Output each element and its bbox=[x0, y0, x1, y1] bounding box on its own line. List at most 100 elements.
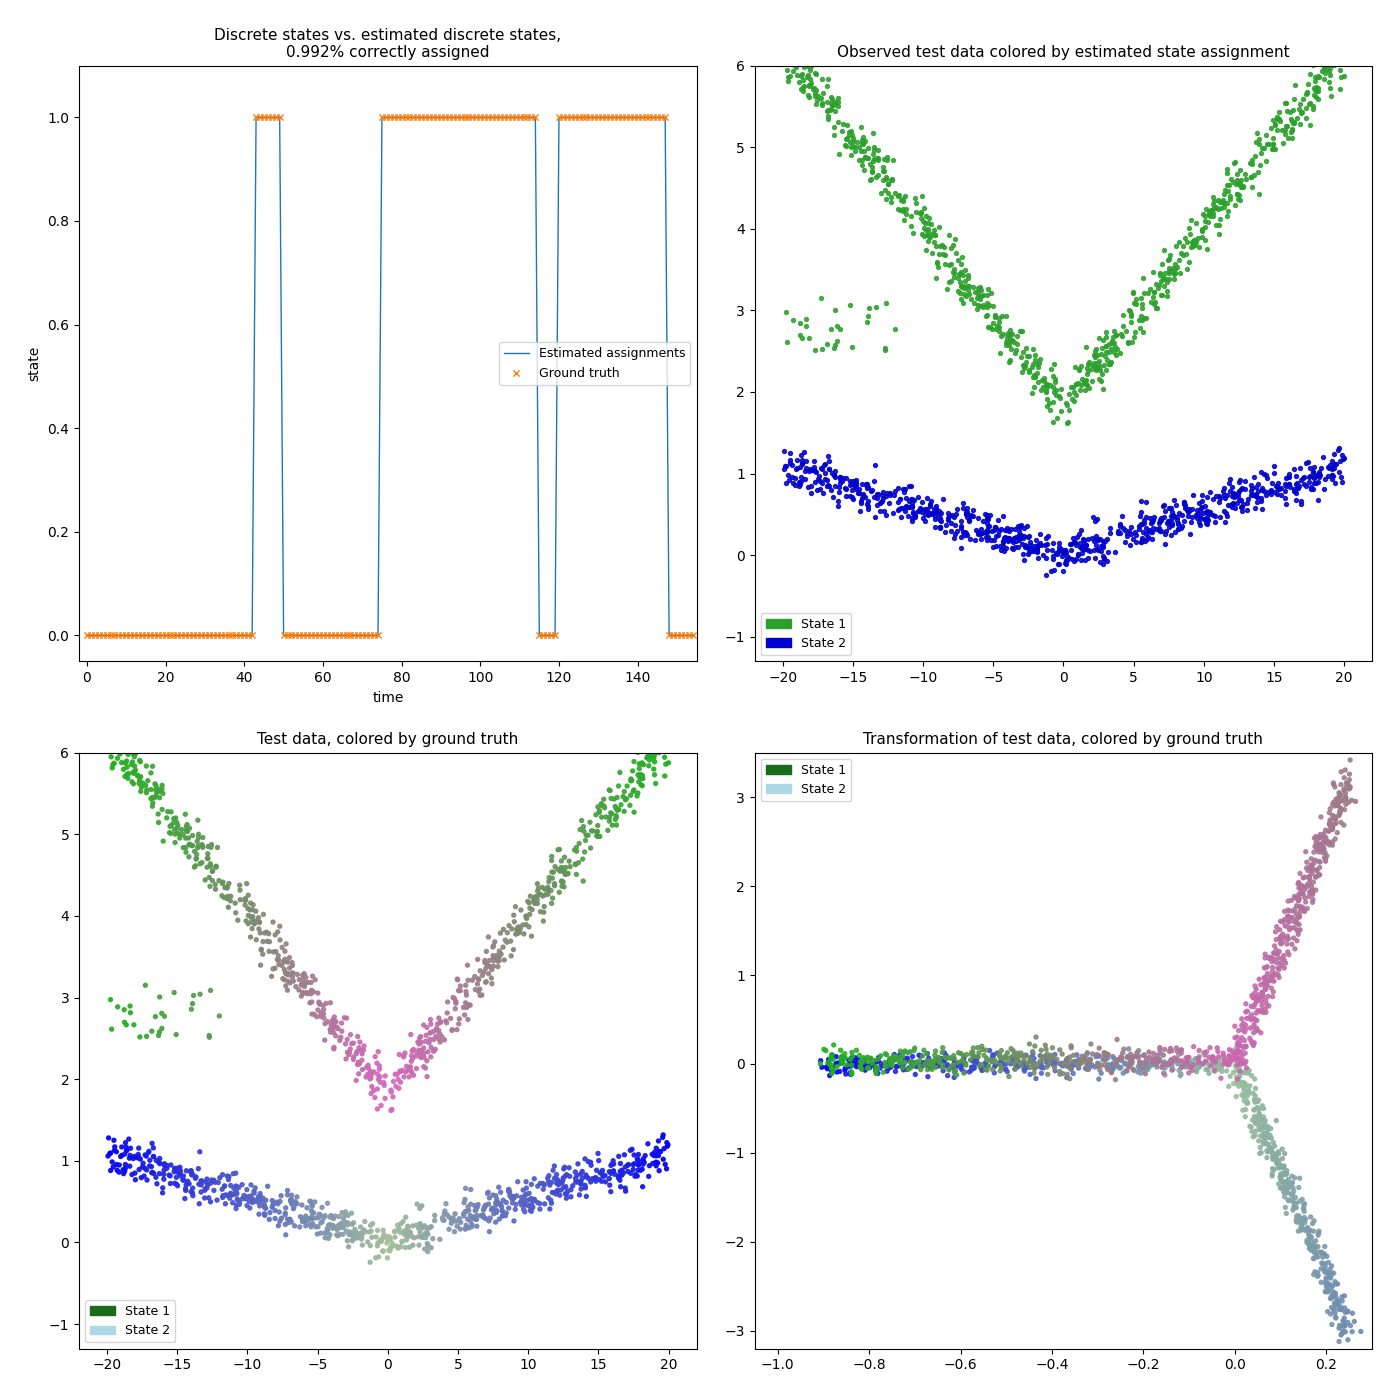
Point bbox=[1287, 472, 1309, 494]
Point bbox=[1284, 1166, 1306, 1189]
Point bbox=[1281, 99, 1303, 122]
Point bbox=[654, 746, 676, 769]
Point bbox=[914, 211, 937, 234]
Point bbox=[1287, 872, 1309, 895]
Point bbox=[217, 1184, 239, 1207]
Point bbox=[1242, 1126, 1264, 1148]
Point bbox=[1203, 1049, 1225, 1071]
Point bbox=[340, 1203, 363, 1225]
Point bbox=[627, 741, 650, 763]
Point bbox=[805, 92, 827, 115]
Point bbox=[1245, 132, 1267, 154]
Point bbox=[1264, 482, 1287, 504]
Point bbox=[235, 1194, 258, 1217]
Point bbox=[508, 916, 531, 938]
Point bbox=[1068, 1049, 1091, 1071]
Point bbox=[832, 468, 854, 490]
Point bbox=[1232, 1051, 1254, 1074]
Point bbox=[974, 1058, 997, 1081]
Point bbox=[1253, 973, 1275, 995]
Point bbox=[1301, 875, 1323, 897]
Point bbox=[153, 1154, 175, 1176]
Point bbox=[514, 1201, 536, 1224]
Point bbox=[1212, 500, 1235, 522]
Point bbox=[1254, 150, 1277, 172]
Point bbox=[1019, 539, 1042, 561]
Point bbox=[622, 760, 644, 783]
Point bbox=[1252, 986, 1274, 1008]
Point bbox=[459, 1193, 482, 1215]
Point bbox=[1025, 529, 1047, 552]
Point bbox=[1110, 1047, 1133, 1070]
Point bbox=[598, 1168, 620, 1190]
Point bbox=[777, 469, 799, 491]
Point bbox=[1106, 339, 1128, 361]
Point bbox=[1261, 956, 1284, 979]
Point bbox=[1267, 477, 1289, 500]
Point bbox=[1074, 378, 1096, 400]
Point bbox=[995, 1046, 1018, 1068]
Point bbox=[1231, 489, 1253, 511]
Point bbox=[111, 752, 133, 774]
Point bbox=[235, 889, 258, 911]
Point bbox=[1161, 1054, 1183, 1077]
Point bbox=[987, 524, 1009, 546]
Point bbox=[1266, 916, 1288, 938]
Point bbox=[1039, 1051, 1061, 1074]
Point bbox=[552, 1169, 574, 1191]
Point bbox=[855, 147, 878, 169]
Point bbox=[344, 1070, 367, 1092]
Point bbox=[1173, 227, 1196, 249]
Point bbox=[792, 80, 815, 102]
Point bbox=[178, 818, 200, 840]
Ground truth bbox=[386, 106, 409, 129]
Point bbox=[400, 1050, 423, 1072]
Point bbox=[923, 223, 945, 245]
Point bbox=[1105, 1054, 1127, 1077]
Point bbox=[1246, 490, 1268, 512]
Point bbox=[1135, 491, 1158, 514]
Point bbox=[1243, 1124, 1266, 1147]
Point bbox=[893, 479, 916, 501]
Point bbox=[819, 99, 841, 122]
Point bbox=[932, 1050, 955, 1072]
Point bbox=[479, 1221, 501, 1243]
Point bbox=[826, 87, 848, 109]
Point bbox=[1106, 1049, 1128, 1071]
Point bbox=[1023, 364, 1046, 386]
Point bbox=[154, 1155, 176, 1177]
Point bbox=[168, 827, 190, 850]
Point bbox=[1320, 1296, 1343, 1319]
Point bbox=[1217, 158, 1239, 181]
Point bbox=[518, 903, 540, 925]
Point bbox=[165, 1166, 188, 1189]
Point bbox=[834, 477, 857, 500]
Point bbox=[1254, 977, 1277, 1000]
Point bbox=[1001, 329, 1023, 351]
Point bbox=[1004, 526, 1026, 549]
Point bbox=[1232, 493, 1254, 515]
Point bbox=[822, 1033, 844, 1056]
Point bbox=[900, 496, 923, 518]
Point bbox=[813, 1039, 836, 1061]
Point bbox=[1189, 1039, 1211, 1061]
Point bbox=[855, 311, 878, 333]
Point bbox=[1074, 1047, 1096, 1070]
Point bbox=[983, 519, 1005, 542]
Point bbox=[1319, 1287, 1341, 1309]
Point bbox=[1106, 1049, 1128, 1071]
Point bbox=[809, 287, 832, 309]
Point bbox=[482, 1197, 504, 1219]
Point bbox=[127, 1137, 150, 1159]
Point bbox=[1313, 67, 1336, 90]
Point bbox=[448, 980, 470, 1002]
Point bbox=[969, 524, 991, 546]
Point bbox=[829, 1060, 851, 1082]
Point bbox=[1291, 875, 1313, 897]
Point bbox=[1254, 998, 1277, 1021]
Point bbox=[823, 92, 846, 115]
Point bbox=[627, 1148, 650, 1170]
Point bbox=[1008, 319, 1030, 342]
Point bbox=[840, 1047, 862, 1070]
Point bbox=[1023, 1057, 1046, 1079]
